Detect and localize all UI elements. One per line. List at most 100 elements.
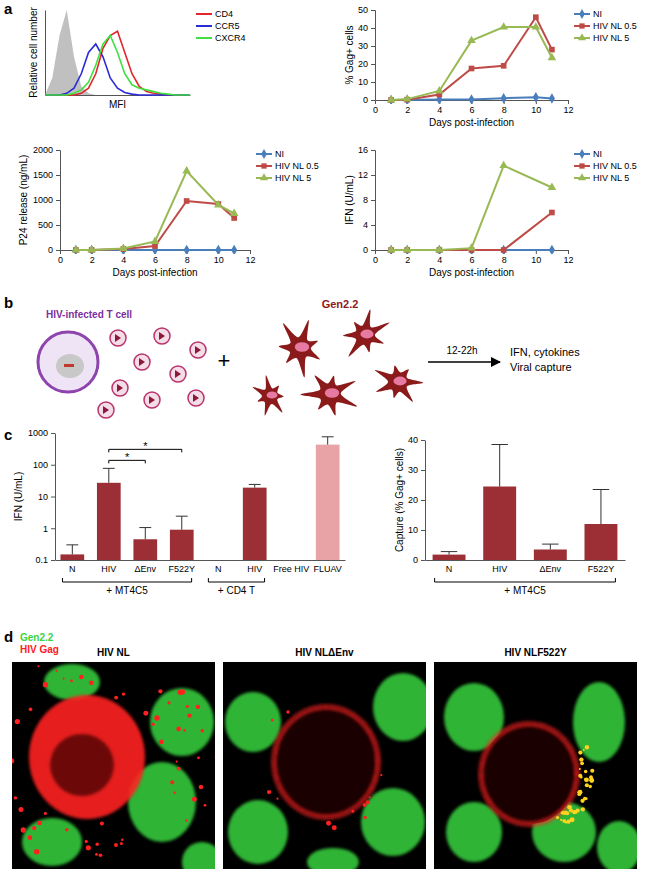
x-tick: 0	[373, 250, 378, 265]
gag-dot	[178, 689, 184, 695]
gag-dot	[200, 729, 204, 733]
series-marker	[548, 53, 557, 60]
x-axis-title: Days post-infection	[112, 267, 197, 278]
dc-signal	[228, 800, 288, 864]
legend-item: CD4	[196, 9, 233, 19]
gag-dot	[276, 798, 278, 800]
gag-dot	[86, 845, 91, 850]
error-stem	[72, 545, 73, 555]
error-stem	[600, 490, 601, 525]
y-tick-label: 10	[408, 525, 418, 535]
x-tick-label: 4	[121, 255, 126, 265]
legend-marker	[578, 33, 586, 40]
series-marker	[184, 198, 190, 204]
x-tick-label: 0	[373, 105, 378, 115]
series-marker	[501, 63, 507, 69]
gag-dot	[561, 811, 565, 815]
micrograph	[434, 662, 637, 869]
legend-swatch	[196, 13, 212, 15]
legend-marker	[261, 163, 266, 168]
bar	[133, 539, 157, 560]
virion	[188, 390, 204, 406]
virion-core	[149, 396, 155, 404]
dc-signal	[225, 692, 281, 752]
virion	[170, 366, 186, 382]
y-axis-line	[56, 151, 61, 251]
error-bar	[249, 484, 261, 487]
x-tick-mark	[568, 100, 569, 104]
y-tick-mark	[51, 433, 55, 434]
gag-dot	[63, 678, 65, 680]
x-tick: Free HIV	[273, 564, 309, 574]
y-tick-label: 4	[363, 220, 368, 230]
y-tick-label: 0.1	[35, 555, 48, 565]
y-tick-mark	[51, 560, 55, 561]
y-axis: 0.11101001000	[28, 428, 56, 565]
x-tick-label: F522Y	[588, 564, 615, 574]
y-tick-label: 40	[408, 435, 418, 445]
y-tick: 10	[358, 77, 375, 87]
y-tick: 12	[358, 170, 375, 180]
y-tick-mark	[51, 465, 55, 466]
y-tick-label: 30	[408, 465, 418, 475]
series-marker	[467, 36, 476, 43]
virion	[144, 392, 160, 408]
y-tick-mark	[421, 530, 425, 531]
y-tick-label: 0	[48, 245, 53, 255]
bar	[60, 554, 84, 560]
legend-marker	[579, 9, 585, 19]
series-marker	[501, 247, 507, 253]
gag-dot	[29, 708, 33, 712]
dendritic-cell	[279, 320, 320, 377]
series-marker	[151, 237, 160, 244]
gag-dot	[100, 821, 104, 825]
provirus	[64, 364, 74, 367]
legend-item: HIV NL 5	[256, 173, 311, 183]
x-tick-label: 12	[245, 255, 255, 265]
x-tick: 0	[373, 100, 378, 115]
gag-dot	[37, 821, 42, 826]
legend-label: HIV NL 0.5	[593, 21, 637, 31]
y-tick-label: 1	[43, 524, 48, 534]
error-cap	[176, 516, 188, 517]
legend-label: HIV NL 0.5	[593, 161, 637, 171]
series-line	[76, 201, 234, 250]
x-tick-label: 2	[90, 255, 95, 265]
y-tick: 50	[358, 5, 375, 15]
y-tick-mark	[56, 250, 60, 251]
gag-dot	[186, 705, 189, 708]
significance-label: *	[143, 440, 148, 452]
y-tick-mark	[371, 225, 375, 226]
output-label: Viral capture	[510, 361, 572, 373]
gag-dot	[37, 665, 39, 667]
group-line	[208, 578, 264, 582]
y-axis-title: P24 release (ng/mL)	[18, 155, 29, 246]
gag-dot	[173, 792, 176, 795]
error-cap	[593, 489, 609, 490]
y-tick-mark	[371, 200, 375, 201]
y-tick-label: 20	[408, 495, 418, 505]
y-tick-mark	[421, 440, 425, 441]
error-bar	[322, 437, 334, 445]
gag-dot	[584, 778, 587, 781]
series-marker	[549, 210, 555, 216]
x-tick: 10	[531, 100, 541, 115]
x-tick-label: HIV	[101, 564, 116, 574]
gag-dot	[15, 719, 20, 724]
gag-dot	[585, 797, 588, 800]
y-tick: 0	[363, 245, 375, 255]
y-tick: 20	[408, 495, 425, 505]
x-tick-label: 8	[502, 105, 507, 115]
legend: NIHIV NL 0.5HIV NL 5	[574, 149, 637, 183]
error-stem	[499, 445, 500, 487]
gag-dot	[114, 696, 118, 700]
y-tick: 0	[48, 245, 60, 255]
series-line	[76, 171, 234, 250]
bar	[483, 487, 516, 561]
virion-envelope	[188, 390, 204, 406]
virion	[134, 354, 150, 370]
y-axis-title: Relative cell number	[28, 7, 39, 98]
x-tick-label: Free HIV	[273, 564, 309, 574]
y-axis: 01020304050	[358, 5, 376, 105]
gag-dot	[176, 727, 181, 732]
